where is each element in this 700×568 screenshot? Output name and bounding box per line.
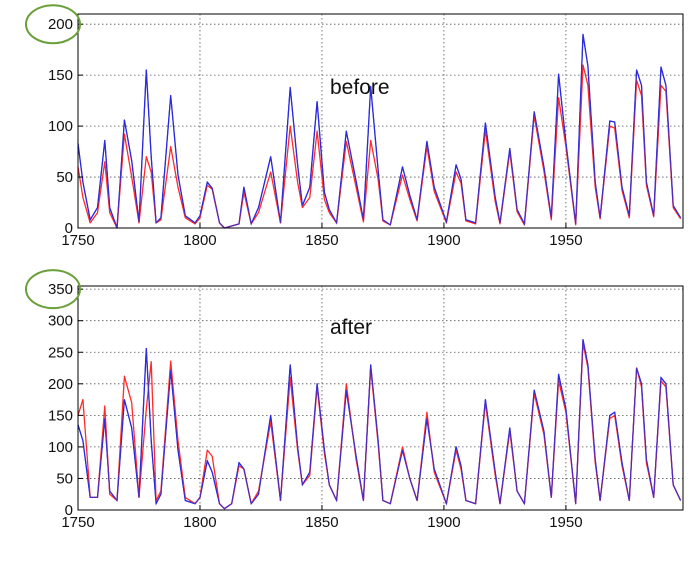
y-tick-label: 150 <box>48 407 73 424</box>
panel-annotation: after <box>330 316 372 339</box>
x-tick-label: 1950 <box>549 232 582 249</box>
y-tick-label: 200 <box>48 16 73 33</box>
y-tick-label: 200 <box>48 376 73 393</box>
y-tick-label: 300 <box>48 313 73 330</box>
highlight-circle <box>25 4 81 45</box>
chart-panel-2: 1750 1800 1850 1900 1950 0 50 100 150 200 250 300 35… <box>25 269 684 531</box>
x-tick-label: 1800 <box>183 232 216 249</box>
x-tick-label: 1800 <box>183 514 216 531</box>
chart-panel-1: 1750 1800 1850 1900 1950 0 50 100 150 200 before <box>25 4 684 249</box>
blue-series-line <box>77 338 682 510</box>
y-tick-label: 0 <box>65 220 73 237</box>
red-series-line <box>77 342 682 510</box>
plot-frame <box>77 285 684 511</box>
panel-annotation: before <box>330 76 390 99</box>
x-tick-label: 1850 <box>305 514 338 531</box>
y-tick-label: 150 <box>48 67 73 84</box>
red-series-line <box>77 64 682 229</box>
blue-series-line-overlay <box>77 34 682 229</box>
x-tick-label: 1950 <box>549 514 582 531</box>
y-tick-label: 50 <box>56 470 73 487</box>
x-tick-label: 1850 <box>305 232 338 249</box>
y-tick-label: 0 <box>65 502 73 519</box>
y-tick-label: 350 <box>48 281 73 298</box>
y-tick-label: 50 <box>56 169 73 186</box>
x-tick-label: 1750 <box>61 232 94 249</box>
plot-frame <box>77 13 684 229</box>
x-tick-label: 1900 <box>427 232 460 249</box>
blue-series-line-overlay <box>77 339 682 510</box>
x-tick-label: 1900 <box>427 514 460 531</box>
x-tick-label: 1750 <box>61 514 94 531</box>
y-tick-label: 100 <box>48 439 73 456</box>
highlight-circle <box>25 269 81 310</box>
y-tick-label: 100 <box>48 118 73 135</box>
y-tick-label: 250 <box>48 344 73 361</box>
